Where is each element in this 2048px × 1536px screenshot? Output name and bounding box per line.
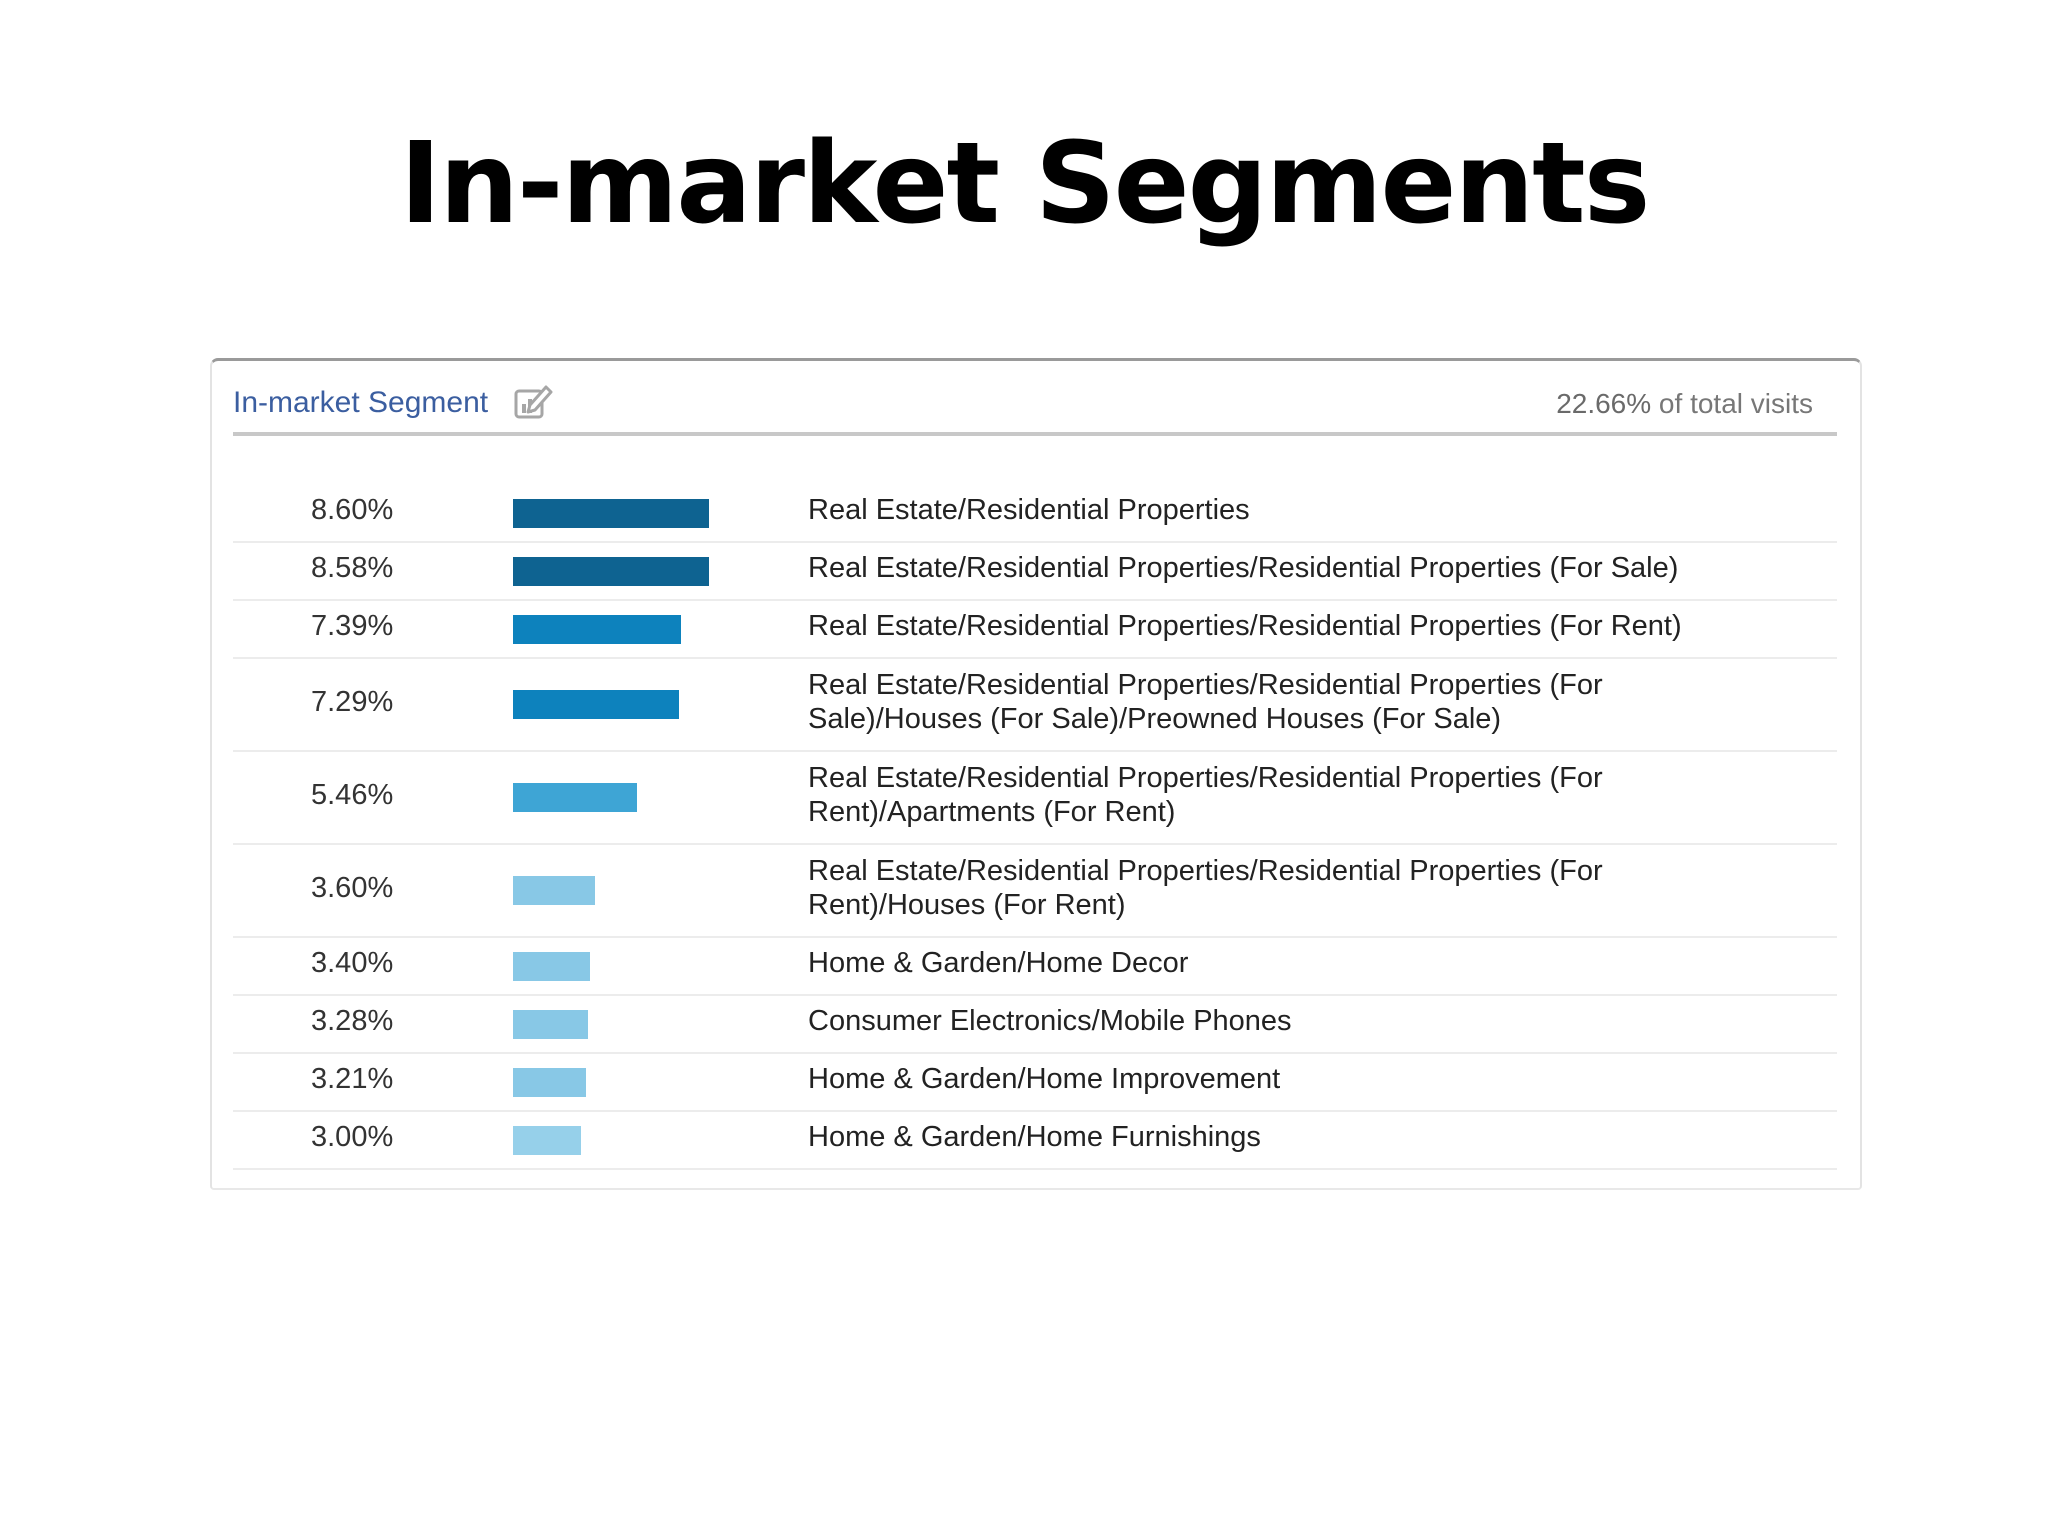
segment-row[interactable]: 8.60% Real Estate/Residential Properties: [233, 485, 1837, 543]
segment-label[interactable]: Real Estate/Residential Properties/Resid…: [808, 551, 1708, 585]
segment-label-line: Home & Garden/Home Decor: [808, 947, 1189, 979]
segment-label-line: Real Estate/Residential Properties/Resid…: [808, 552, 1679, 584]
segment-row[interactable]: 7.39% Real Estate/Residential Properties/…: [233, 601, 1837, 659]
segment-bar: [513, 951, 590, 981]
segment-bar: [513, 1009, 588, 1039]
segment-panel: [210, 358, 1862, 1190]
segment-bar: [513, 1125, 581, 1155]
segment-label[interactable]: Home & Garden/Home Furnishings: [808, 1120, 1708, 1154]
panel-header: In-market Segment 22.66% of total visits: [233, 380, 1837, 436]
segment-label-line: Sale)/Houses (For Sale)/Preowned Houses …: [808, 702, 1502, 735]
segment-label[interactable]: Real Estate/Residential Properties/Resid…: [808, 609, 1708, 643]
segment-row[interactable]: 3.00% Home & Garden/Home Furnishings: [233, 1112, 1837, 1170]
segment-row[interactable]: 3.28% Consumer Electronics/Mobile Phones: [233, 996, 1837, 1054]
segment-row[interactable]: 8.58% Real Estate/Residential Properties/…: [233, 543, 1837, 601]
segment-label-line: Home & Garden/Home Furnishings: [808, 1121, 1261, 1153]
segment-label-line: Real Estate/Residential Properties/Resid…: [808, 668, 1603, 701]
total-visits-summary: 22.66% of total visits: [1556, 388, 1813, 420]
segment-label-line: Rent)/Apartments (For Rent): [808, 795, 1176, 828]
segment-label-line: Consumer Electronics/Mobile Phones: [808, 1005, 1292, 1037]
segment-label-line: Real Estate/Residential Properties/Resid…: [808, 761, 1603, 794]
segment-label[interactable]: Real Estate/Residential Properties: [808, 493, 1708, 527]
segment-bar: [513, 876, 595, 905]
segment-row[interactable]: 3.21% Home & Garden/Home Improvement: [233, 1054, 1837, 1112]
segment-label-line: Real Estate/Residential Properties/Resid…: [808, 610, 1682, 642]
segment-label-line: Real Estate/Residential Properties: [808, 494, 1250, 526]
segment-percent: 5.46%: [311, 778, 394, 811]
segment-percent: 3.21%: [311, 1063, 394, 1095]
panel-title[interactable]: In-market Segment: [233, 386, 489, 419]
segment-label-line: Real Estate/Residential Properties/Resid…: [808, 854, 1603, 887]
segment-label[interactable]: Real Estate/Residential Properties/Resid…: [808, 854, 1708, 922]
segment-bar: [513, 1067, 586, 1097]
segment-percent: 3.00%: [311, 1121, 394, 1153]
segment-label-line: Rent)/Houses (For Rent): [808, 888, 1126, 921]
slide-title: In-market Segments: [399, 119, 1651, 249]
segment-percent: 3.60%: [311, 871, 394, 904]
segment-label[interactable]: Home & Garden/Home Improvement: [808, 1062, 1708, 1096]
segment-percent: 3.28%: [311, 1005, 394, 1037]
segment-percent: 8.60%: [311, 494, 394, 526]
segment-bar: [513, 690, 679, 719]
segment-rows: 8.60% Real Estate/Residential Properties 8…: [233, 485, 1837, 1170]
segment-label[interactable]: Real Estate/Residential Properties/Resid…: [808, 761, 1708, 829]
edit-chart-icon[interactable]: [513, 382, 553, 422]
segment-bar: [513, 498, 709, 528]
segment-bar: [513, 783, 637, 812]
segment-percent: 7.29%: [311, 685, 394, 718]
segment-label[interactable]: Consumer Electronics/Mobile Phones: [808, 1004, 1708, 1038]
segment-row[interactable]: 3.60% Real Estate/Residential Properties/…: [233, 845, 1837, 938]
segment-bar: [513, 614, 681, 644]
segment-label[interactable]: Real Estate/Residential Properties/Resid…: [808, 668, 1708, 736]
segment-percent: 3.40%: [311, 947, 394, 979]
segment-percent: 7.39%: [311, 610, 394, 642]
total-visits-label: of total visits: [1651, 388, 1813, 419]
segment-row[interactable]: 5.46% Real Estate/Residential Properties/…: [233, 752, 1837, 845]
segment-bar: [513, 556, 709, 586]
segment-percent: 8.58%: [311, 552, 394, 584]
segment-label-line: Home & Garden/Home Improvement: [808, 1063, 1281, 1095]
segment-row[interactable]: 7.29% Real Estate/Residential Properties/…: [233, 659, 1837, 752]
segment-row[interactable]: 3.40% Home & Garden/Home Decor: [233, 938, 1837, 996]
total-visits-percent: 22.66%: [1556, 388, 1652, 419]
segment-label[interactable]: Home & Garden/Home Decor: [808, 946, 1708, 980]
